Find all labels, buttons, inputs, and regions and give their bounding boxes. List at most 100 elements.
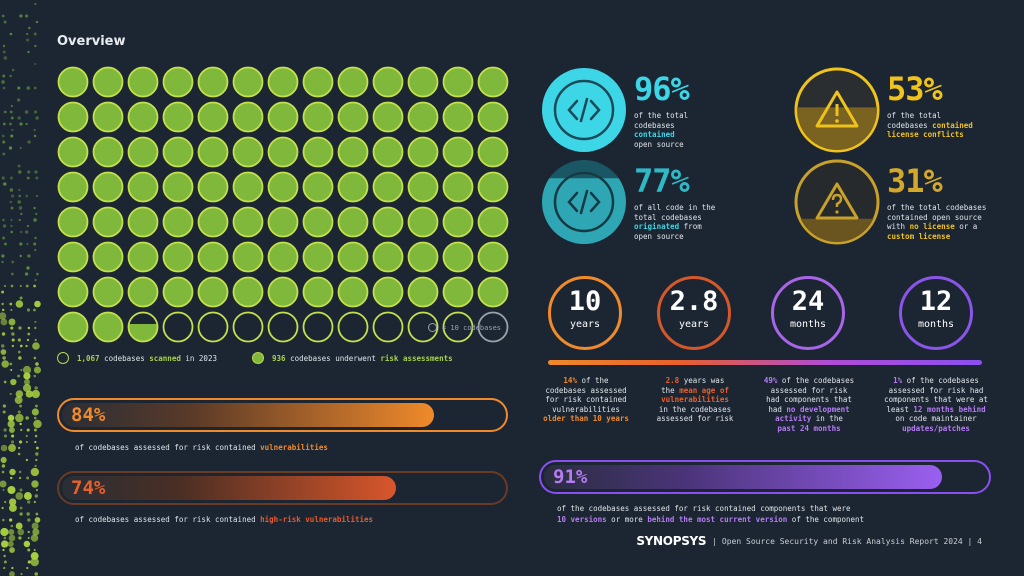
decorative-dot bbox=[11, 68, 15, 72]
filled-dot bbox=[442, 101, 474, 133]
decorative-dot bbox=[10, 116, 14, 120]
decorative-dot bbox=[18, 206, 23, 210]
high-risk-caption: of codebases assessed for risk contained… bbox=[75, 515, 374, 524]
filled-dot bbox=[337, 241, 369, 273]
decorative-dot bbox=[25, 416, 29, 420]
decorative-dot bbox=[27, 332, 31, 336]
decorative-dot bbox=[2, 548, 5, 552]
decorative-dot bbox=[2, 50, 6, 54]
filled-dot-icon bbox=[252, 352, 264, 364]
filled-dot bbox=[232, 276, 264, 308]
vulnerabilities-caption: of codebases assessed for risk contained… bbox=[75, 443, 328, 452]
decorative-dot bbox=[2, 518, 5, 522]
license-conflicts-pct: 53% bbox=[887, 70, 943, 108]
empty-dot bbox=[232, 311, 264, 343]
filled-dot bbox=[372, 136, 404, 168]
filled-dot bbox=[232, 171, 264, 203]
filled-dot bbox=[57, 206, 89, 238]
decorative-dot bbox=[15, 413, 24, 423]
empty-dot bbox=[372, 311, 404, 343]
filled-dot bbox=[302, 101, 334, 133]
decorative-dot bbox=[34, 517, 41, 523]
filled-dot bbox=[127, 136, 159, 168]
decorative-dot bbox=[19, 254, 22, 258]
decorative-dot bbox=[19, 422, 22, 426]
decorative-dot bbox=[35, 458, 38, 462]
warning-icon bbox=[794, 67, 880, 153]
filled-dot bbox=[92, 101, 124, 133]
filled-dot bbox=[267, 276, 299, 308]
legend-scanned: 1,067 codebases scanned in 2023 bbox=[57, 352, 217, 364]
decorative-dot bbox=[10, 218, 13, 222]
timeline-gradient-line bbox=[548, 360, 982, 365]
decorative-dot bbox=[34, 236, 37, 240]
24-months-desc: 49% of the codebases assessed for risk h… bbox=[763, 376, 855, 433]
decorative-dot bbox=[4, 500, 7, 504]
code-icon bbox=[542, 160, 626, 244]
filled-dot bbox=[57, 311, 89, 343]
filled-dot bbox=[232, 206, 264, 238]
filled-dot bbox=[57, 66, 89, 98]
decorative-dot bbox=[33, 110, 38, 114]
decorative-dot bbox=[35, 116, 39, 120]
decorative-dot bbox=[11, 260, 15, 264]
license-conflicts-desc: of the total codebases contained license… bbox=[887, 111, 973, 139]
decorative-dot bbox=[17, 98, 21, 102]
filled-dot bbox=[442, 241, 474, 273]
decorative-dot bbox=[2, 140, 6, 144]
filled-dot bbox=[477, 276, 509, 308]
decorative-dot bbox=[9, 200, 13, 204]
filled-dot bbox=[267, 241, 299, 273]
decorative-dot bbox=[35, 452, 39, 456]
empty-dot bbox=[302, 311, 334, 343]
filled-dot bbox=[197, 101, 229, 133]
decorative-dot bbox=[0, 527, 9, 537]
decorative-dot bbox=[34, 338, 37, 342]
decorative-dot bbox=[26, 224, 30, 228]
decorative-dot bbox=[27, 326, 31, 330]
filled-dot bbox=[302, 241, 334, 273]
decorative-dot bbox=[11, 434, 15, 438]
decorative-dot bbox=[35, 176, 39, 180]
question-warning-icon bbox=[794, 159, 880, 245]
filled-dot bbox=[407, 101, 439, 133]
decorative-dot bbox=[10, 230, 13, 234]
decorative-dot bbox=[8, 146, 13, 150]
empty-dot bbox=[267, 311, 299, 343]
filled-dot bbox=[442, 66, 474, 98]
decorative-dot bbox=[3, 56, 8, 60]
decorative-dot bbox=[10, 206, 14, 210]
decorative-dot bbox=[2, 122, 6, 126]
decorative-dot bbox=[36, 272, 39, 276]
decorative-dot bbox=[10, 368, 13, 372]
decorative-dot bbox=[33, 32, 37, 36]
decorative-dot bbox=[27, 170, 31, 174]
decorative-dot bbox=[1, 332, 6, 336]
decorative-dot bbox=[8, 534, 16, 542]
decorative-dot bbox=[10, 284, 14, 288]
decorative-dot bbox=[26, 308, 31, 312]
filled-dot bbox=[267, 206, 299, 238]
filled-dot bbox=[162, 241, 194, 273]
filled-dot bbox=[337, 136, 369, 168]
decorative-dot bbox=[9, 392, 12, 396]
decorative-dot bbox=[33, 242, 37, 246]
decorative-dot bbox=[3, 434, 7, 438]
filled-dot bbox=[477, 171, 509, 203]
decorative-dot bbox=[11, 344, 15, 348]
decorative-dot bbox=[17, 374, 20, 378]
filled-dot bbox=[92, 66, 124, 98]
filled-dot bbox=[162, 101, 194, 133]
decorative-dot bbox=[1, 506, 4, 510]
decorative-dot bbox=[30, 534, 39, 542]
decorative-dot bbox=[34, 170, 38, 174]
decorative-dot bbox=[0, 349, 7, 355]
decorative-dot bbox=[31, 389, 40, 399]
decorative-dot bbox=[18, 476, 22, 480]
empty-dot bbox=[337, 311, 369, 343]
decorative-dot bbox=[30, 557, 39, 567]
open-source-desc: of the total codebases contained open so… bbox=[634, 111, 689, 149]
decorative-dot bbox=[33, 548, 36, 552]
filled-dot bbox=[337, 276, 369, 308]
filled-dot bbox=[197, 66, 229, 98]
